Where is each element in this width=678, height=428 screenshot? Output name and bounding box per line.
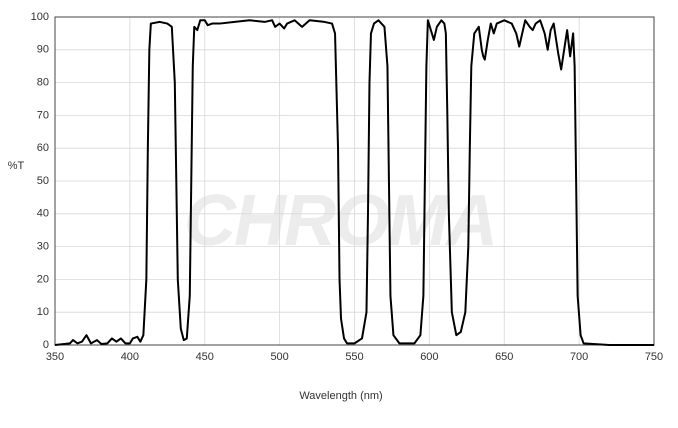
x-tick-label: 600 <box>420 351 438 363</box>
watermark: CHROMA <box>184 181 496 261</box>
x-tick-label: 400 <box>121 351 139 363</box>
y-tick-label: 60 <box>37 142 49 154</box>
y-tick-label: 0 <box>43 339 49 351</box>
y-tick-label: 20 <box>37 273 49 285</box>
x-tick-label: 450 <box>196 351 214 363</box>
y-tick-label: 10 <box>37 306 49 318</box>
y-tick-label: 30 <box>37 241 49 253</box>
x-tick-label: 550 <box>345 351 363 363</box>
x-tick-label: 650 <box>495 351 513 363</box>
plot-frame <box>54 16 655 346</box>
x-tick-label: 750 <box>645 351 663 363</box>
y-tick-label: 50 <box>37 175 49 187</box>
y-tick-label: 80 <box>37 77 49 89</box>
y-axis-label: %T <box>8 160 25 172</box>
y-tick-label: 90 <box>37 44 49 56</box>
x-tick-label: 500 <box>270 351 288 363</box>
x-tick-label: 700 <box>570 351 588 363</box>
y-tick-label: 70 <box>37 109 49 121</box>
x-tick-label: 350 <box>46 351 64 363</box>
line <box>54 19 654 346</box>
x-axis-label: Wavelength (nm) <box>299 390 382 402</box>
y-tick-label: 40 <box>37 208 49 220</box>
y-tick-label: 100 <box>31 11 49 23</box>
